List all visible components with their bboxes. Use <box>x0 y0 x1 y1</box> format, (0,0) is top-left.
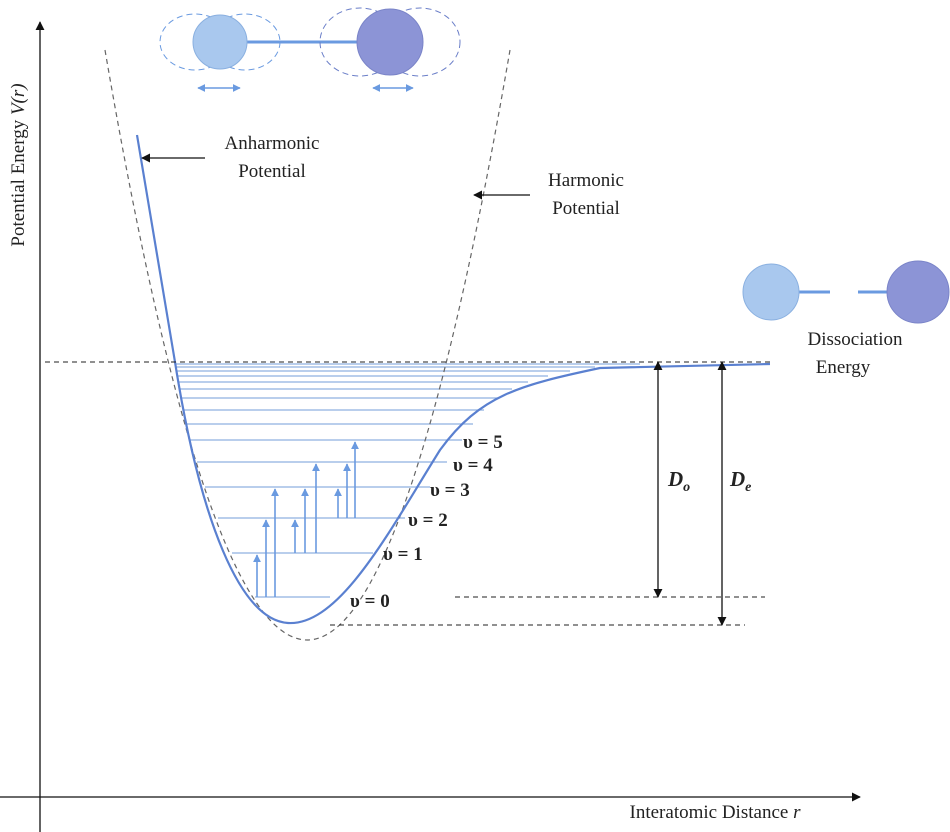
text-part: Interatomic Distance <box>630 802 789 823</box>
text-part: Potential Energy <box>8 119 29 246</box>
diagram: Potential Energy V(r) Interatomic Distan… <box>0 0 950 832</box>
annotation: Harmonic <box>548 170 624 191</box>
text-part: o <box>683 480 690 495</box>
level-label: υ = 4 <box>453 455 493 476</box>
level-label: υ = 3 <box>430 480 470 501</box>
dissociated-molecule <box>743 261 949 323</box>
annotation: Anharmonic <box>225 133 320 154</box>
annotation: Potential <box>552 198 620 219</box>
text-part: e <box>745 480 751 495</box>
x-axis-label: Interatomic Distance r <box>630 802 802 823</box>
text-part: D <box>729 467 745 491</box>
level-label: υ = 2 <box>408 510 448 531</box>
de-label: De <box>729 467 751 495</box>
transition-arrows <box>257 442 355 597</box>
text-part: D <box>667 467 683 491</box>
level-label: υ = 0 <box>350 591 390 612</box>
annotation: Energy <box>816 357 871 378</box>
do-label: Do <box>667 467 690 495</box>
vibrating-molecule <box>160 8 460 88</box>
annotation: Dissociation <box>808 329 903 350</box>
level-label: υ = 1 <box>383 544 423 565</box>
annotation: Potential <box>238 161 306 182</box>
text-part: r <box>793 802 801 823</box>
morse-curve <box>137 135 770 623</box>
y-axis-label: Potential Energy V(r) <box>8 83 29 246</box>
level-label: υ = 5 <box>463 432 503 453</box>
text-part: V(r) <box>8 83 29 115</box>
